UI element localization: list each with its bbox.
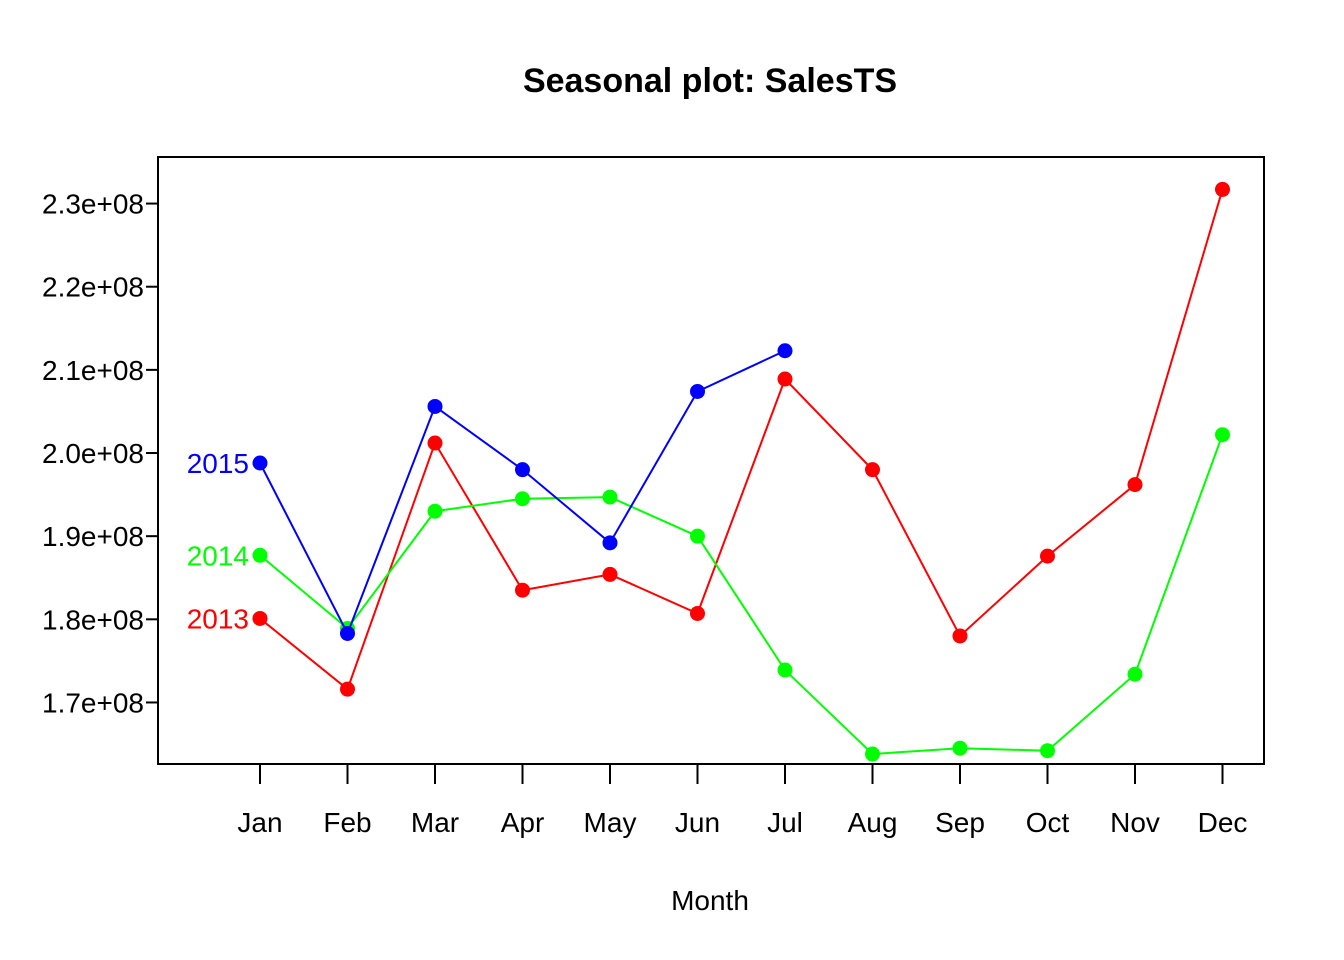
y-tick-label: 2.3e+08 [42,189,144,220]
y-tick-label: 1.7e+08 [42,687,144,718]
x-tick-label: Sep [935,807,985,838]
data-point [1040,743,1055,759]
series-line [259,189,1224,691]
data-point [515,582,530,598]
y-tick-label: 1.8e+08 [42,604,144,635]
x-tick-label: Dec [1198,807,1248,838]
data-point [952,628,968,644]
x-tick-label: Jul [767,807,803,838]
data-point [340,625,355,641]
data-point [865,746,880,762]
y-tick-label: 2.1e+08 [42,355,144,386]
series-layer [252,181,1230,762]
x-tick-label: Apr [501,807,545,838]
data-point [427,398,443,414]
series-labels: 2013 2014 2015 [187,448,249,634]
x-tick-label: Nov [1110,807,1160,838]
data-point [252,610,268,626]
data-point [340,681,355,697]
data-point [1040,548,1055,564]
data-point [252,547,268,563]
data-point [602,489,618,505]
y-tick-label: 2.0e+08 [42,438,144,469]
data-point [515,462,530,478]
data-point [515,491,530,507]
x-tick-label: Feb [323,807,371,838]
series-2013 [252,181,1230,697]
x-tick-label: Jan [237,807,282,838]
x-tick-label: May [584,807,637,838]
y-tick-label: 1.9e+08 [42,521,144,552]
x-tick-label: Oct [1026,807,1070,838]
data-point [777,343,793,359]
data-point [777,371,793,387]
data-point [1127,477,1143,493]
data-point [690,605,705,621]
data-point [690,383,705,399]
data-point [865,462,880,478]
series-label: 2015 [187,448,249,479]
series-label: 2014 [187,540,249,571]
series-label: 2013 [187,603,249,634]
series-2015 [252,343,793,641]
data-point [952,740,968,756]
x-axis-label: Month [671,885,749,916]
data-point [1127,666,1143,682]
x-axis: Jan Feb Mar Apr May Jun Jul Aug Sep Oct Nov Dec [237,764,1247,838]
data-point [602,566,618,582]
plot-frame [157,156,1265,765]
x-tick-label: Jun [675,807,720,838]
y-axis: 1.7e+08 1.8e+08 1.9e+08 2.0e+08 2.1e+08 2.2e+… [42,189,158,718]
chart-title: Seasonal plot: SalesTS [523,62,897,100]
data-point [602,535,618,551]
x-tick-label: Aug [848,807,898,838]
x-tick-label: Mar [411,807,459,838]
y-tick-label: 2.2e+08 [42,272,144,303]
data-point [1215,181,1230,197]
data-point [1215,427,1230,443]
series-line [259,434,1224,756]
series-2014 [252,427,1230,762]
data-point [690,528,705,544]
data-point [777,662,793,678]
data-point [252,455,268,471]
data-point [427,435,443,451]
data-point [427,503,443,519]
